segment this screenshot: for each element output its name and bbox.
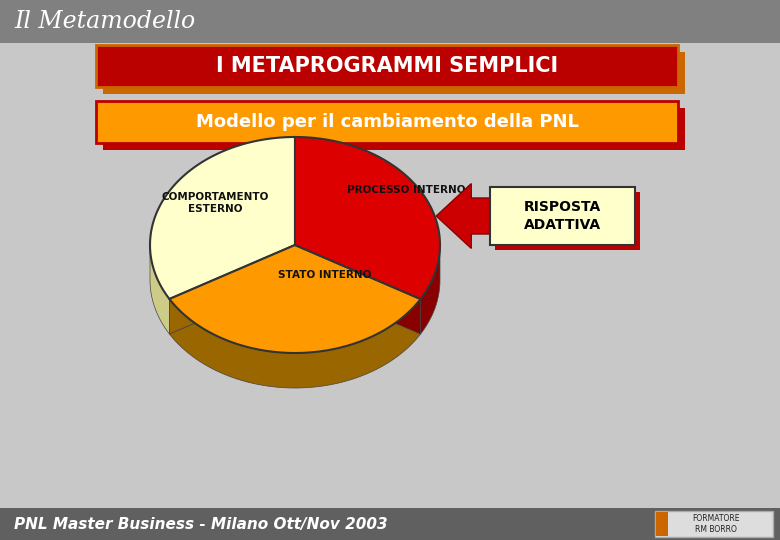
Polygon shape xyxy=(169,245,420,353)
Polygon shape xyxy=(436,184,490,248)
Bar xyxy=(96,45,678,87)
Text: RISPOSTA
ADATTIVA: RISPOSTA ADATTIVA xyxy=(524,200,601,232)
Text: COMPORTAMENTO
ESTERNO: COMPORTAMENTO ESTERNO xyxy=(161,192,268,214)
Polygon shape xyxy=(295,245,420,334)
Text: FORMATORE
RM BORRO: FORMATORE RM BORRO xyxy=(693,514,739,534)
Bar xyxy=(495,192,640,250)
Polygon shape xyxy=(150,137,295,299)
Text: PROCESSO INTERNO: PROCESSO INTERNO xyxy=(347,185,466,195)
Bar xyxy=(0,508,780,540)
Text: Il Metamodello: Il Metamodello xyxy=(14,10,195,32)
Polygon shape xyxy=(420,244,440,334)
Bar xyxy=(103,108,685,150)
Polygon shape xyxy=(169,245,295,334)
Text: PNL Master Business - Milano Ott/Nov 2003: PNL Master Business - Milano Ott/Nov 200… xyxy=(14,516,388,531)
Bar xyxy=(96,101,678,143)
Bar xyxy=(0,0,780,43)
Polygon shape xyxy=(169,299,420,388)
Text: STATO INTERNO: STATO INTERNO xyxy=(278,270,372,280)
Bar xyxy=(655,511,773,537)
Polygon shape xyxy=(295,137,440,299)
Bar xyxy=(490,187,635,245)
Polygon shape xyxy=(150,244,169,334)
Bar xyxy=(103,52,685,94)
Polygon shape xyxy=(169,245,295,334)
Text: Modello per il cambiamento della PNL: Modello per il cambiamento della PNL xyxy=(196,113,579,131)
Polygon shape xyxy=(295,245,420,334)
Text: I METAPROGRAMMI SEMPLICI: I METAPROGRAMMI SEMPLICI xyxy=(216,56,558,76)
Bar xyxy=(656,512,668,536)
